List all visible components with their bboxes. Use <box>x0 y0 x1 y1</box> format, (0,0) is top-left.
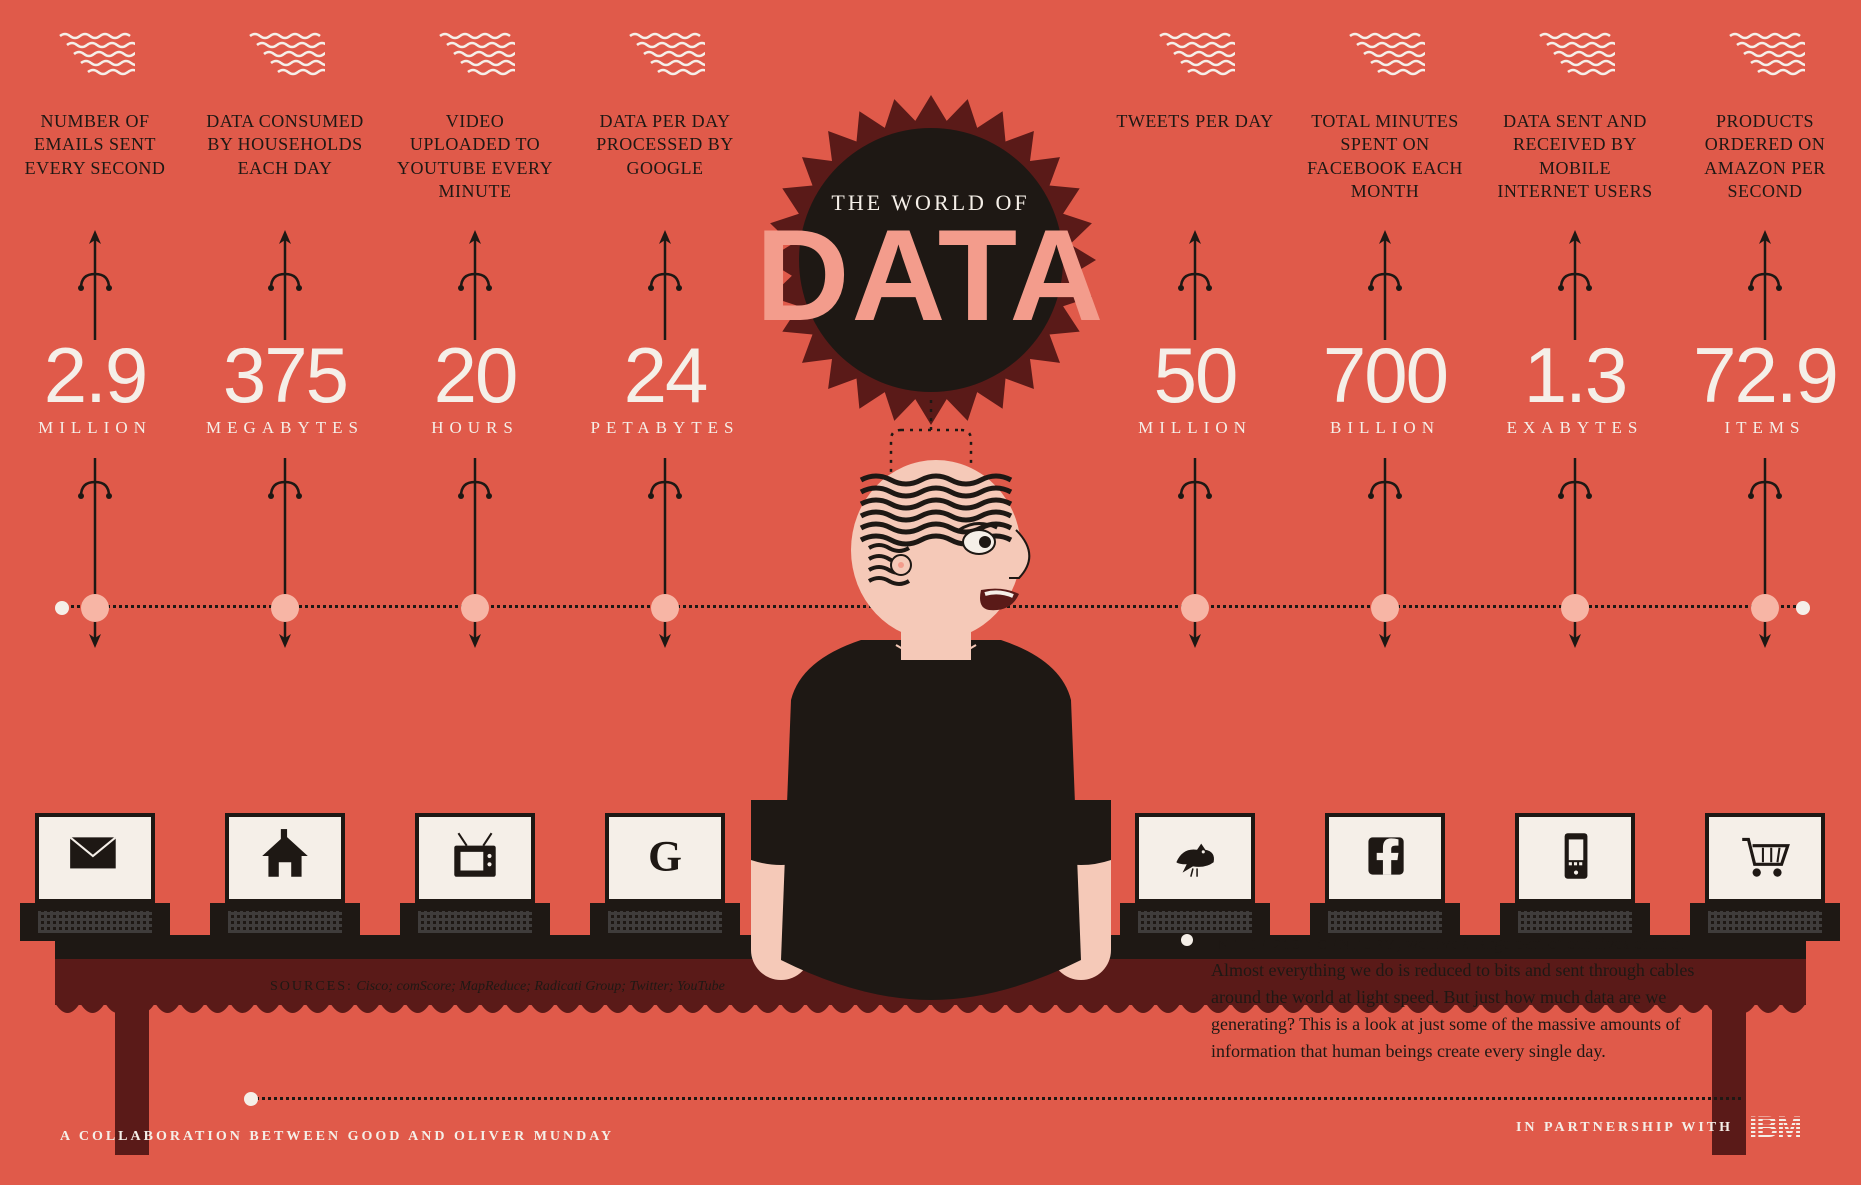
timeline-node <box>1181 594 1209 622</box>
stat-label: DATA CONSUMED BY HOUSEHOLDS EACH DAY <box>205 100 365 230</box>
timeline-node <box>1371 594 1399 622</box>
blurb-underline <box>250 1097 1741 1100</box>
timeline-node <box>651 594 679 622</box>
stat-unit: ITEMS <box>1685 418 1845 438</box>
phone-icon <box>1543 827 1607 890</box>
stat-unit: BILLION <box>1305 418 1465 438</box>
stat-unit: EXABYTES <box>1495 418 1655 438</box>
blurb-underline-dot <box>244 1092 258 1106</box>
timeline-node <box>1561 594 1589 622</box>
wave-ornament <box>245 30 325 80</box>
footer-right-text: IN PARTNERSHIP WITH <box>1516 1120 1733 1136</box>
laptop-house <box>210 813 360 943</box>
stat-value: 700 <box>1305 340 1465 410</box>
stat-value: 2.9 <box>15 340 175 410</box>
stat-value: 375 <box>205 340 365 410</box>
sources: SOURCES: Cisco; comScore; MapReduce; Rad… <box>270 979 725 995</box>
wave-ornament <box>1155 30 1235 80</box>
stat-value: 24 <box>585 340 745 410</box>
title-badge: THE WORLD OF DATA <box>761 90 1101 430</box>
laptop-cart <box>1690 813 1840 943</box>
laptop-tv <box>400 813 550 943</box>
spear-up <box>1305 230 1465 340</box>
stat-unit: HOURS <box>395 418 555 438</box>
stat-value: 50 <box>1115 340 1275 410</box>
spear-up <box>1495 230 1655 340</box>
stat-column: VIDEO UPLOADED TO YOUTUBE EVERY MINUTE 2… <box>395 100 555 648</box>
stat-column: DATA CONSUMED BY HOUSEHOLDS EACH DAY 375… <box>205 100 365 648</box>
sources-lead: SOURCES: <box>270 979 353 994</box>
wave-ornament <box>55 30 135 80</box>
cart-icon <box>1733 827 1797 890</box>
timeline-node <box>1751 594 1779 622</box>
bird-icon <box>1163 827 1227 890</box>
footer-credit: A COLLABORATION BETWEEN GOOD AND OLIVER … <box>60 1129 614 1145</box>
footer-partnership: IN PARTNERSHIP WITH IBM <box>1516 1111 1801 1145</box>
stat-label: NUMBER OF EMAILS SENT EVERY SECOND <box>15 100 175 230</box>
spear-up <box>205 230 365 340</box>
stat-value: 72.9 <box>1685 340 1845 410</box>
description-blurb: IN THE 21ST CENTURY, we live a large par… <box>1211 930 1731 1065</box>
stat-column: DATA PER DAY PROCESSED BY GOOGLE 24 PETA… <box>585 100 745 648</box>
stat-label: VIDEO UPLOADED TO YOUTUBE EVERY MINUTE <box>395 100 555 230</box>
stat-label: DATA SENT AND RECEIVED BY MOBILE INTERNE… <box>1495 100 1655 230</box>
timeline-node <box>81 594 109 622</box>
tv-icon <box>443 827 507 890</box>
stat-unit: MEGABYTES <box>205 418 365 438</box>
bullet-icon <box>1181 934 1193 946</box>
timeline-endpoint <box>1796 601 1810 615</box>
sources-body: Cisco; comScore; MapReduce; Radicati Gro… <box>356 979 724 994</box>
envelope-icon <box>63 827 127 890</box>
spear-up <box>1115 230 1275 340</box>
person-illustration <box>741 460 1121 1040</box>
wave-ornament <box>1345 30 1425 80</box>
ibm-logo: IBM <box>1749 1111 1801 1145</box>
timeline-endpoint <box>55 601 69 615</box>
laptop-envelope <box>20 813 170 943</box>
laptop-facebook <box>1310 813 1460 943</box>
laptop-bird <box>1120 813 1270 943</box>
svg-text:G: G <box>648 832 682 880</box>
laptop-google: G <box>590 813 740 943</box>
stat-label: PRODUCTS ORDERED ON AMAZON PER SECOND <box>1685 100 1845 230</box>
stat-column: TOTAL MINUTES SPENT ON FACEBOOK EACH MON… <box>1305 100 1465 648</box>
stat-unit: MILLION <box>15 418 175 438</box>
house-icon <box>253 827 317 890</box>
laptop-phone <box>1500 813 1650 943</box>
stat-value: 20 <box>395 340 555 410</box>
stat-value: 1.3 <box>1495 340 1655 410</box>
spear-up <box>15 230 175 340</box>
stat-column: DATA SENT AND RECEIVED BY MOBILE INTERNE… <box>1495 100 1655 648</box>
wave-ornament <box>625 30 705 80</box>
facebook-icon <box>1353 827 1417 890</box>
wave-ornament <box>1535 30 1615 80</box>
spear-up <box>395 230 555 340</box>
blurb-lead: IN THE 21ST CENTURY <box>1211 938 1397 953</box>
spear-up <box>585 230 745 340</box>
timeline-node <box>271 594 299 622</box>
stat-label: TWEETS PER DAY <box>1115 100 1275 230</box>
title-main: DATA <box>756 220 1106 331</box>
wave-ornament <box>1725 30 1805 80</box>
wave-ornament <box>435 30 515 80</box>
stat-unit: PETABYTES <box>585 418 745 438</box>
infographic-canvas: NUMBER OF EMAILS SENT EVERY SECOND 2.9 M… <box>0 0 1861 1185</box>
stat-column: NUMBER OF EMAILS SENT EVERY SECOND 2.9 M… <box>15 100 175 648</box>
spear-up <box>1685 230 1845 340</box>
stat-label: TOTAL MINUTES SPENT ON FACEBOOK EACH MON… <box>1305 100 1465 230</box>
stat-label: DATA PER DAY PROCESSED BY GOOGLE <box>585 100 745 230</box>
stat-unit: MILLION <box>1115 418 1275 438</box>
timeline-node <box>461 594 489 622</box>
google-icon: G <box>633 827 697 890</box>
stat-column: TWEETS PER DAY 50 MILLION <box>1115 100 1275 648</box>
stat-column: PRODUCTS ORDERED ON AMAZON PER SECOND 72… <box>1685 100 1845 648</box>
